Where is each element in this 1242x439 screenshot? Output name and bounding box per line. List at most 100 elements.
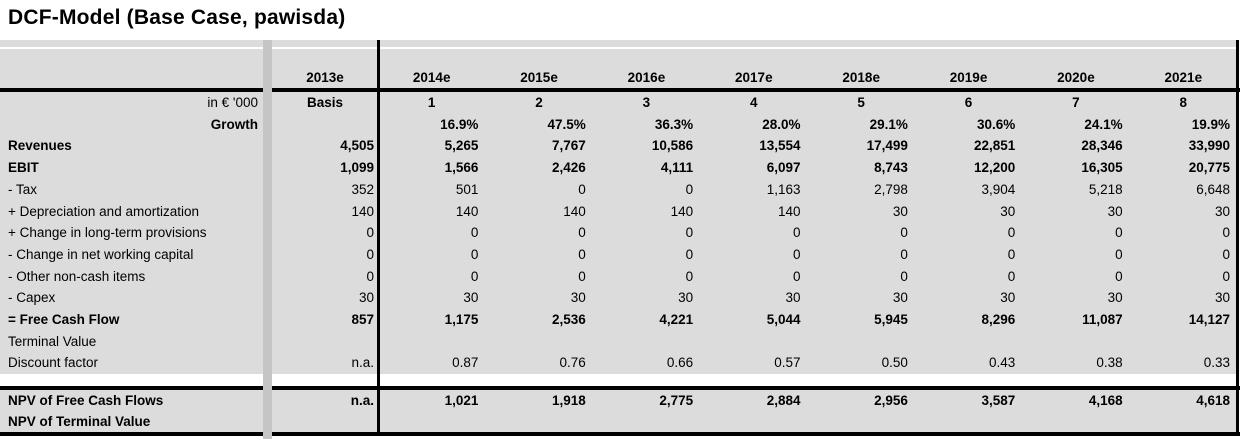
row-label: Discount factor: [8, 355, 99, 371]
value-cell: 0: [1222, 268, 1230, 284]
header-rule: [0, 88, 1240, 92]
value-cell: 1,099: [340, 160, 374, 176]
table-row: = Free Cash Flow 857 1,175 2,536 4,221 5,044 5…: [0, 309, 1237, 331]
value-cell: 2,798: [874, 181, 908, 197]
value-cell: 0.50: [881, 355, 908, 371]
value-cell: 30.6%: [976, 116, 1016, 132]
value-cell: 0.38: [1096, 355, 1123, 371]
value-cell: 0: [1007, 246, 1016, 262]
table-row: NPV of Free Cash Flows n.a. 1,021 1,918 2,77…: [0, 390, 1237, 411]
value-cell: 5,945: [874, 311, 908, 327]
value-cell: 0: [792, 246, 801, 262]
value-cell: 16.9%: [440, 116, 479, 132]
year-header: 2017e: [735, 69, 773, 85]
period-number: 8: [1179, 95, 1188, 111]
table-body-block: in € '000 Basis 1 2 3 4 5 6 7 8 Growth 16.9% 47.5% 36…: [0, 92, 1237, 374]
value-cell: 0: [1007, 268, 1016, 284]
value-cell: 14,127: [1188, 311, 1230, 327]
value-cell: 0: [1115, 225, 1123, 241]
unit-label: in € '000: [207, 95, 258, 111]
value-cell: 33,990: [1188, 138, 1230, 154]
value-cell: 0: [366, 268, 374, 284]
value-cell: 1,175: [444, 311, 479, 327]
value-cell: 1,163: [766, 181, 801, 197]
period-number: 6: [964, 95, 973, 111]
value-cell: 30: [785, 290, 801, 306]
value-cell: 140: [777, 203, 801, 219]
value-cell: 0.57: [774, 355, 801, 371]
table-row: Discount factor n.a. 0.87 0.76 0.66 0.57 0.50 0…: [0, 352, 1237, 374]
table-row: + Change in long-term provisions 0 0 0 0 0 0 0 0…: [0, 222, 1237, 244]
value-cell: 10,586: [651, 138, 694, 154]
year-header: 2018e: [842, 69, 880, 85]
table-row: - Change in net working capital 0 0 0 0 0 0 0 0 0: [0, 244, 1237, 266]
row-label: + Change in long-term provisions: [8, 225, 207, 241]
value-cell: 5,044: [766, 311, 801, 327]
year-header: 2015e: [520, 69, 558, 85]
value-cell: 22,851: [973, 138, 1016, 154]
value-cell: 30: [1107, 203, 1123, 219]
value-cell: 0.33: [1203, 355, 1230, 371]
value-cell: 36.3%: [654, 116, 694, 132]
year-header: 2021e: [1164, 69, 1203, 85]
table-row: Growth 16.9% 47.5% 36.3% 28.0% 29.1% 30.6% 24.1…: [0, 114, 1237, 136]
row-label: Revenues: [8, 138, 72, 154]
table-npv-block: NPV of Free Cash Flows n.a. 1,021 1,918 2,77…: [0, 390, 1237, 432]
page-title: DCF-Model (Base Case, pawisda): [8, 6, 346, 29]
value-cell: 0: [366, 246, 374, 262]
table-right-border: [1236, 40, 1239, 436]
value-cell: 29.1%: [869, 116, 908, 132]
value-cell: 2,536: [551, 311, 586, 327]
value-cell: 0.76: [559, 355, 586, 371]
value-cell: 8,743: [874, 160, 908, 176]
value-cell: 0: [792, 268, 801, 284]
header-gridline: [0, 47, 1237, 49]
row-label: NPV of Free Cash Flows: [8, 392, 164, 408]
value-cell: 13,554: [759, 138, 801, 154]
value-cell: 4,221: [659, 311, 694, 327]
year-header-row: 2013e 2014e 2015e 2016e 2017e 2018e 2019e 2020e…: [0, 69, 1237, 85]
value-cell: 0: [1222, 225, 1230, 241]
value-cell: 1,918: [551, 392, 586, 408]
value-cell: 30: [1000, 203, 1016, 219]
basis-column-divider: [377, 40, 380, 436]
year-header: 2013e: [306, 69, 344, 85]
period-number: 5: [857, 95, 865, 111]
row-label: EBIT: [8, 160, 39, 176]
column-spacer-band: [263, 40, 272, 439]
value-cell: 30: [1107, 290, 1123, 306]
value-cell: 30: [678, 290, 694, 306]
value-cell: 28.0%: [762, 116, 801, 132]
period-number: 1: [427, 95, 436, 111]
value-cell: 0: [470, 225, 479, 241]
table-row: Revenues 4,505 5,265 7,767 10,586 13,554 17,49…: [0, 135, 1237, 157]
value-cell: 0.43: [988, 355, 1016, 371]
value-cell: 0: [685, 225, 694, 241]
npv-top-rule: [0, 386, 1240, 390]
value-cell: 30: [463, 290, 479, 306]
year-header: 2019e: [949, 69, 988, 85]
value-cell: n.a.: [351, 355, 374, 371]
value-cell: 0: [685, 268, 694, 284]
year-header: 2016e: [627, 69, 666, 85]
value-cell: 1,566: [444, 160, 479, 176]
year-header: 2020e: [1057, 69, 1095, 85]
value-cell: 0.66: [666, 355, 694, 371]
value-cell: 6,097: [766, 160, 801, 176]
period-number: 3: [642, 95, 651, 111]
period-header-row: in € '000 Basis 1 2 3 4 5 6 7 8: [0, 92, 1237, 114]
table-row: Terminal Value: [0, 331, 1237, 353]
year-header: 2014e: [412, 69, 451, 85]
value-cell: 24.1%: [1084, 116, 1123, 132]
value-cell: 0: [792, 225, 801, 241]
bottom-rule: [0, 432, 1240, 436]
row-label: Growth: [210, 116, 258, 132]
value-cell: 5,265: [444, 138, 479, 154]
value-cell: 140: [455, 203, 479, 219]
value-cell: 30: [1000, 290, 1016, 306]
value-cell: 5,218: [1088, 181, 1123, 197]
row-label: NPV of Terminal Value: [8, 413, 151, 429]
row-label: + Depreciation and amortization: [8, 203, 199, 219]
value-cell: 1,021: [444, 392, 479, 408]
period-number: 7: [1072, 95, 1080, 111]
